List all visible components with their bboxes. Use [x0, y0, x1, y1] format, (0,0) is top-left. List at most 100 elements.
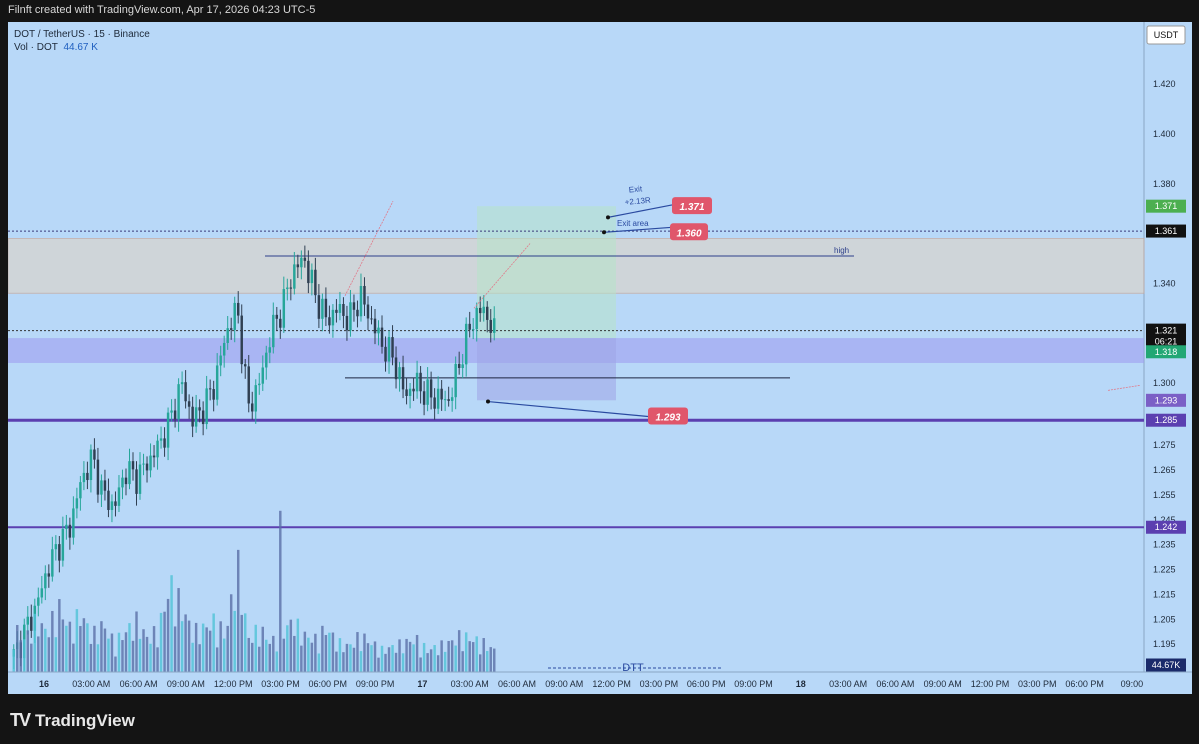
- volume-bar: [335, 651, 338, 672]
- candle-body: [265, 352, 268, 368]
- y-tick-label: 1.245: [1153, 515, 1176, 525]
- volume-bar: [135, 611, 138, 672]
- candle-body: [222, 342, 226, 356]
- candle-body: [370, 318, 373, 320]
- volume-bar: [279, 510, 282, 672]
- candle-body: [342, 304, 345, 316]
- candle-body: [251, 403, 254, 412]
- projection-arrow-2: [473, 243, 531, 309]
- price-badge-1318: [1146, 345, 1186, 359]
- volume-bar: [89, 643, 93, 672]
- candle-body: [268, 347, 272, 353]
- volume-bar: [142, 629, 145, 672]
- volume-bar: [328, 632, 331, 672]
- candle-body: [152, 455, 156, 458]
- volume-bar: [373, 641, 377, 672]
- candle-body: [79, 482, 82, 499]
- candle-body: [58, 544, 61, 561]
- symbol-label[interactable]: DOT / TetherUS · 15 · Binance: [14, 29, 150, 40]
- volume-bar: [482, 638, 485, 672]
- x-tick-label: 09:00 PM: [356, 679, 395, 689]
- candle-body: [279, 318, 282, 328]
- x-tick-label: 09:00 AM: [167, 679, 205, 689]
- volume-bar: [475, 636, 478, 672]
- x-tick-label: 09:00: [1121, 679, 1144, 689]
- price-badge-1361-text: 1.361: [1155, 226, 1178, 236]
- chart-legend: DOT / TetherUS · 15 · Binance Vol · DOT …: [14, 28, 150, 54]
- candle-body: [170, 410, 173, 413]
- volume-bar: [215, 647, 219, 672]
- tradingview-logo[interactable]: TV TradingView: [10, 710, 135, 731]
- volume-bar: [128, 623, 131, 672]
- candle-body: [412, 388, 415, 392]
- volume-bar: [75, 609, 79, 672]
- volume-bar: [366, 643, 370, 672]
- candle-body: [275, 314, 279, 319]
- candle-body: [208, 388, 212, 390]
- candle-body: [229, 328, 233, 330]
- volume-bar: [363, 633, 366, 672]
- volume-bar: [359, 651, 363, 672]
- volume-bar: [205, 627, 208, 672]
- candle-body: [44, 573, 47, 589]
- y-tick-label: 1.340: [1153, 278, 1176, 288]
- candle-body: [142, 463, 145, 465]
- volume-label: Vol · DOT: [14, 42, 58, 53]
- x-tick-label: 03:00 PM: [1018, 679, 1057, 689]
- candle-body: [145, 463, 149, 471]
- candle-body: [457, 363, 461, 369]
- volume-bar: [212, 613, 215, 672]
- candle-body: [468, 323, 471, 330]
- volume-bar: [486, 651, 489, 672]
- candle-body: [461, 364, 464, 369]
- volume-bar: [152, 626, 156, 672]
- price-badge-1285: [1146, 413, 1186, 427]
- exit-area-anchor-dot: [602, 230, 606, 235]
- volume-bar: [471, 642, 475, 672]
- volume-bar: [117, 632, 121, 672]
- x-tick-label: 03:00 PM: [640, 679, 679, 689]
- y-tick-label: 1.380: [1153, 179, 1176, 189]
- countdown-text: 06:21: [1155, 337, 1178, 347]
- price-badge-1318-text: 1.318: [1155, 347, 1178, 357]
- price-chart[interactable]: high Exit +2.13R 1.371 Exit area 1.360 1.293 DT…: [8, 22, 1192, 694]
- candle-body: [173, 410, 177, 420]
- exit-label: Exit: [628, 184, 643, 194]
- brand-name: TradingView: [35, 710, 135, 730]
- volume-bar: [310, 642, 314, 672]
- exit-area-connector: [603, 226, 673, 233]
- volume-bar: [303, 631, 307, 672]
- y-tick-label: 1.420: [1153, 79, 1176, 89]
- time-axis: [8, 672, 1192, 694]
- candle-body: [450, 397, 454, 401]
- candle-body: [247, 366, 250, 404]
- volume-bar: [408, 641, 412, 672]
- price-badge-1371: [1146, 199, 1186, 213]
- stop-anchor-dot: [486, 399, 490, 404]
- candle-body: [380, 327, 384, 347]
- volume-bar: [86, 623, 89, 672]
- volume-bar: [247, 637, 250, 672]
- chart-area[interactable]: high Exit +2.13R 1.371 Exit area 1.360 1.293 DT…: [8, 22, 1192, 694]
- y-tick-label: 1.235: [1153, 540, 1176, 550]
- volume-bar: [40, 623, 44, 672]
- volume-bar: [317, 653, 321, 672]
- candle-body: [26, 616, 30, 625]
- volume-bar: [296, 618, 300, 672]
- volume-bar: [170, 575, 173, 672]
- candle-body: [443, 399, 447, 401]
- exit-area-label: Exit area: [617, 219, 649, 228]
- volume-bar: [468, 641, 471, 672]
- candle-body: [156, 440, 159, 458]
- volume-bar: [124, 632, 128, 672]
- candle-body: [317, 295, 321, 319]
- volume-bar: [415, 634, 419, 672]
- volume-bar: [226, 625, 229, 672]
- last-price-badge: [1146, 323, 1186, 348]
- x-tick-label: 06:00 PM: [1065, 679, 1104, 689]
- volume-bar: [394, 652, 398, 672]
- volume-bar: [349, 644, 352, 672]
- x-tick-label: 06:00 PM: [687, 679, 726, 689]
- volume-bar: [107, 638, 110, 672]
- candle-body: [328, 317, 331, 326]
